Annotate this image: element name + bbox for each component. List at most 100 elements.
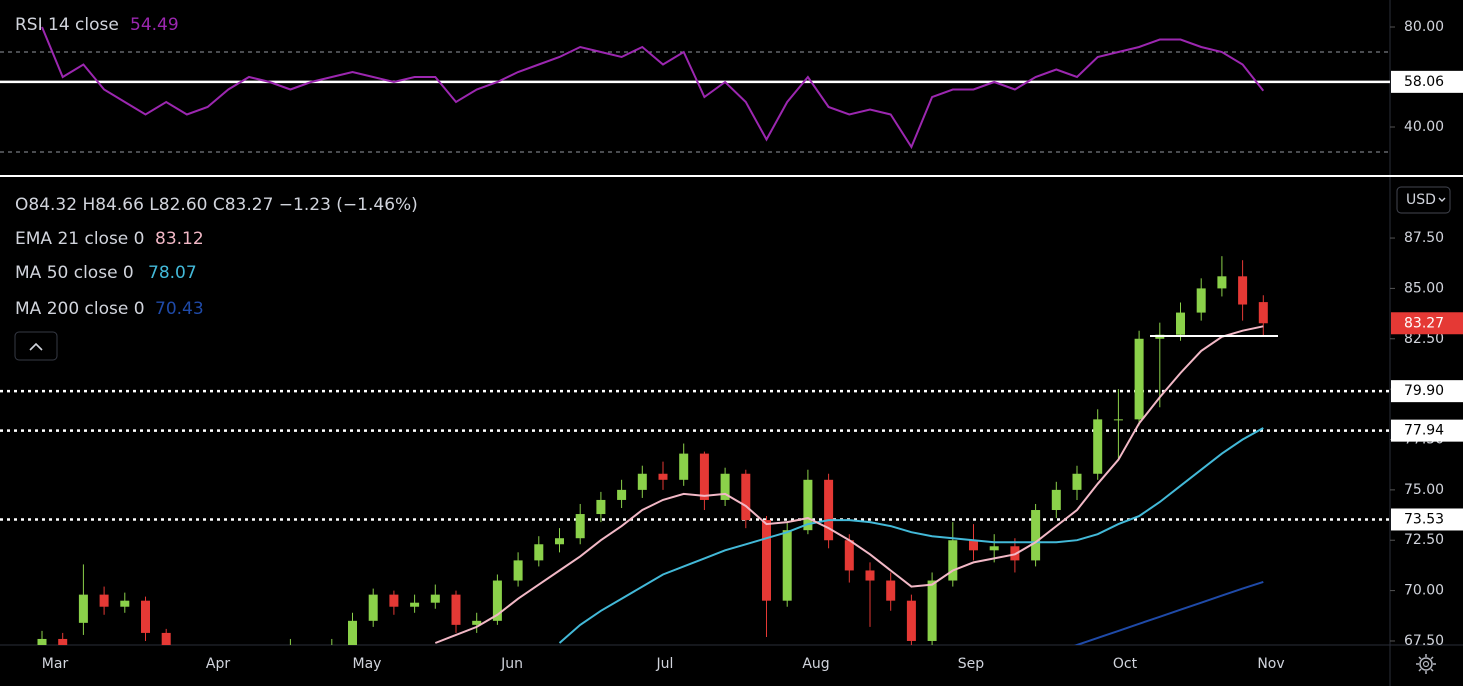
x-tick-label: Sep bbox=[958, 656, 985, 672]
candle-body bbox=[720, 473, 730, 500]
candle-body bbox=[368, 594, 378, 621]
ma-legend-name: MA 200 close 0 bbox=[15, 299, 145, 319]
candle-body bbox=[762, 520, 771, 601]
rsi-pane bbox=[0, 26, 1390, 153]
candle-body bbox=[989, 546, 999, 551]
x-tick-label: May bbox=[353, 656, 382, 672]
candle-body bbox=[534, 544, 544, 561]
candle-body bbox=[1176, 312, 1185, 335]
candle-body bbox=[472, 620, 482, 625]
candle-body bbox=[886, 580, 896, 601]
candle-body bbox=[451, 594, 461, 625]
candle-body bbox=[1113, 419, 1123, 421]
candle-body bbox=[1258, 302, 1268, 324]
collapse-button[interactable] bbox=[14, 331, 58, 361]
candle-body bbox=[782, 530, 792, 601]
ma-legend-name: MA 50 close 0 bbox=[15, 263, 134, 283]
candle-body bbox=[182, 671, 191, 681]
candle-body bbox=[78, 594, 88, 623]
y-tick-label: 72.50 bbox=[1404, 532, 1444, 548]
candle-body bbox=[699, 453, 709, 500]
candle-body bbox=[203, 681, 212, 686]
ma-legend-value: 78.07 bbox=[148, 263, 197, 283]
candle-body bbox=[286, 651, 295, 661]
level-label-box bbox=[1391, 380, 1463, 403]
candle-body bbox=[948, 540, 958, 581]
y-tick-label: 80.00 bbox=[1404, 19, 1444, 35]
y-tick-label: 40.00 bbox=[1404, 119, 1444, 135]
candle-body bbox=[555, 538, 564, 545]
candle-body bbox=[679, 453, 689, 480]
candle-body bbox=[348, 620, 357, 645]
rsi-line bbox=[41, 26, 1265, 150]
candle-body bbox=[969, 540, 978, 551]
candle-body bbox=[410, 602, 420, 607]
candle-body bbox=[430, 594, 440, 603]
price-pane bbox=[0, 256, 1390, 686]
candle-body bbox=[658, 473, 668, 480]
candle-body bbox=[120, 600, 130, 607]
candle-body bbox=[1031, 510, 1041, 561]
ma-legend-value: 83.12 bbox=[155, 229, 204, 249]
candle-body bbox=[513, 560, 523, 581]
candle-body bbox=[575, 514, 585, 539]
candle-body bbox=[37, 638, 47, 645]
currency-button[interactable] bbox=[1396, 186, 1451, 214]
candle-body bbox=[1238, 276, 1248, 305]
candle-body bbox=[844, 540, 854, 571]
ma-legend-value: 70.43 bbox=[155, 299, 204, 319]
x-tick-label: Oct bbox=[1113, 656, 1138, 672]
candle-body bbox=[1051, 489, 1061, 511]
x-tick-label: Aug bbox=[802, 656, 829, 672]
level-label: 77.94 bbox=[1404, 423, 1444, 439]
candle-body bbox=[1134, 338, 1144, 420]
candle-body bbox=[927, 580, 937, 641]
level-label: 79.90 bbox=[1404, 383, 1444, 399]
moving-average-line bbox=[434, 325, 1264, 644]
level-label-box bbox=[1391, 70, 1463, 93]
candle-body bbox=[327, 647, 336, 655]
x-tick-label: Mar bbox=[42, 656, 69, 672]
candle-body bbox=[265, 661, 274, 675]
candle-body bbox=[141, 600, 150, 633]
overlay: 80.00 40.00 58.06 RSI 14 close 54.49 67.50 70.… bbox=[15, 15, 1463, 672]
candle-body bbox=[617, 489, 627, 500]
settings-icon[interactable] bbox=[1416, 654, 1436, 674]
ohlc-legend: O84.32 H84.66 L82.60 C83.27 −1.23 (−1.46… bbox=[15, 195, 418, 215]
rsi-legend-value: 54.49 bbox=[130, 15, 179, 35]
candle-body bbox=[307, 651, 316, 655]
moving-average-line bbox=[1073, 580, 1264, 645]
candle-body bbox=[803, 479, 813, 531]
candle-body bbox=[596, 499, 606, 515]
candle-body bbox=[865, 570, 875, 581]
candle-body bbox=[161, 632, 171, 645]
x-tick-label: Jun bbox=[500, 656, 523, 672]
candle-body bbox=[741, 473, 751, 521]
level-label: 73.53 bbox=[1404, 511, 1444, 527]
level-label-box bbox=[1391, 419, 1463, 442]
y-tick-label: 75.00 bbox=[1404, 482, 1444, 498]
y-tick-label: 70.00 bbox=[1404, 583, 1444, 599]
y-tick-label: 82.50 bbox=[1404, 331, 1444, 347]
candle-body bbox=[58, 638, 68, 645]
candle-body bbox=[1196, 288, 1206, 313]
candle-body bbox=[1217, 276, 1227, 289]
ma-legend-name: EMA 21 close 0 bbox=[15, 229, 144, 249]
candle-body bbox=[637, 473, 647, 490]
rsi-legend-name: RSI 14 close bbox=[15, 15, 119, 35]
candle-body bbox=[824, 479, 834, 541]
candle-body bbox=[492, 580, 502, 621]
candle-body bbox=[906, 600, 916, 641]
moving-average-line bbox=[558, 427, 1264, 644]
y-tick-label: 87.50 bbox=[1404, 230, 1444, 246]
candle-body bbox=[99, 594, 109, 607]
candle-body bbox=[1093, 419, 1103, 474]
last-price-label: 83.27 bbox=[1404, 315, 1444, 331]
collapse-icon bbox=[29, 342, 43, 351]
candle-body bbox=[245, 675, 254, 686]
candle-body bbox=[1072, 473, 1082, 490]
x-tick-label: Nov bbox=[1257, 656, 1284, 672]
candle-body bbox=[389, 594, 399, 607]
last-price-box bbox=[1391, 312, 1463, 335]
